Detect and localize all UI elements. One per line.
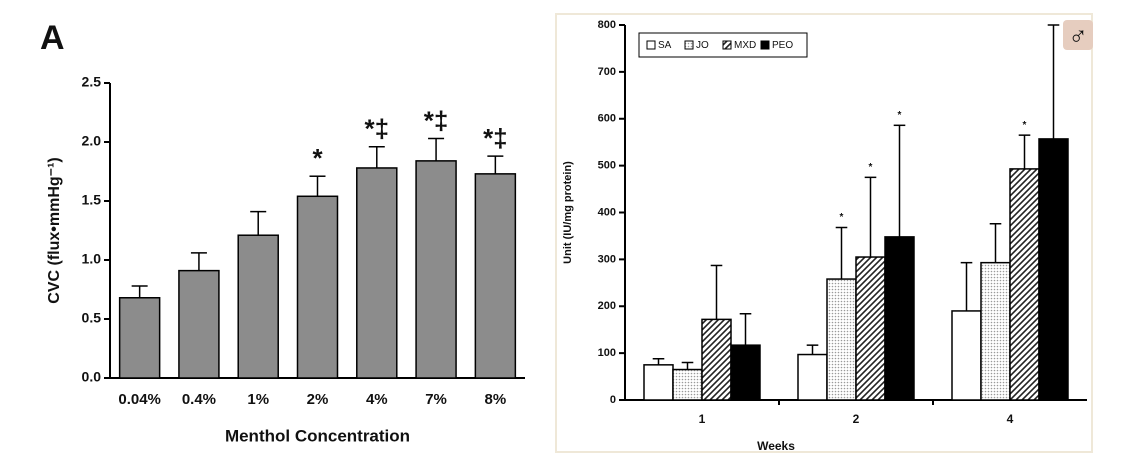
y-tick-label: 0 xyxy=(610,394,616,406)
bar xyxy=(797,353,828,401)
y-tick-label: 1.5 xyxy=(82,192,102,208)
bar xyxy=(415,160,457,379)
significance-marker: * xyxy=(1023,120,1027,131)
x-tick-label: 2% xyxy=(307,391,329,408)
legend-label: JO xyxy=(696,40,709,51)
bar xyxy=(474,173,517,379)
bar xyxy=(980,261,1011,401)
legend-label: PEO xyxy=(772,40,793,51)
x-tick-label: 0.4% xyxy=(182,391,216,408)
legend-label: SA xyxy=(658,40,672,51)
symbol: ♂ xyxy=(1068,20,1088,50)
bar xyxy=(855,256,886,401)
significance-marker: *‡ xyxy=(364,114,389,144)
x-tick-label: 7% xyxy=(425,391,447,408)
bar xyxy=(1009,168,1040,401)
y-tick-label: 200 xyxy=(598,300,616,312)
y-tick-label: 100 xyxy=(598,347,616,359)
bar xyxy=(826,278,857,401)
panel-label: A xyxy=(40,19,65,57)
bar xyxy=(730,344,761,401)
x-tick-label: 1% xyxy=(247,391,269,408)
symbol-badge xyxy=(1063,20,1093,50)
significance-marker: * xyxy=(869,162,873,173)
y-tick-label: 500 xyxy=(598,160,616,172)
bar xyxy=(884,236,915,401)
bar xyxy=(296,195,339,379)
y-tick-label: 700 xyxy=(598,66,616,78)
y-tick-label: 300 xyxy=(598,253,616,265)
y-tick-label: 2.0 xyxy=(82,133,102,149)
legend-swatch xyxy=(684,40,694,50)
significance-marker: *‡ xyxy=(424,105,449,135)
bar xyxy=(237,234,279,379)
x-axis-label: Menthol Concentration xyxy=(225,426,410,445)
bar xyxy=(701,318,732,401)
y-tick-label: 2.5 xyxy=(82,74,102,90)
legend-swatch xyxy=(646,40,656,50)
significance-marker: *‡ xyxy=(483,123,508,153)
significance-marker: * xyxy=(840,212,844,223)
y-tick-label: 1.0 xyxy=(82,251,102,267)
bar xyxy=(951,310,982,401)
bar xyxy=(356,167,398,379)
bar xyxy=(643,364,674,401)
y-axis-label: Unit (IU/mg protein) xyxy=(562,161,574,264)
significance-marker: * xyxy=(898,110,902,121)
legend-swatch xyxy=(722,40,732,50)
bar xyxy=(672,368,703,401)
y-axis-label: CVC (flux•mmHg⁻¹) xyxy=(46,157,63,303)
legend-swatch xyxy=(760,40,770,50)
y-tick-label: 0.5 xyxy=(82,310,102,326)
x-axis-label: Weeks xyxy=(757,439,795,453)
significance-marker: * xyxy=(312,143,323,173)
x-tick-label: 4 xyxy=(1007,412,1014,426)
y-tick-label: 400 xyxy=(598,206,616,218)
x-tick-label: 4% xyxy=(366,391,388,408)
bar xyxy=(1038,138,1069,401)
y-tick-label: 800 xyxy=(598,19,616,31)
bar xyxy=(178,269,220,379)
x-tick-label: 0.04% xyxy=(118,391,161,408)
legend-label: MXD xyxy=(734,40,756,51)
x-tick-label: 1 xyxy=(699,412,706,426)
x-tick-label: 2 xyxy=(853,412,860,426)
y-tick-label: 600 xyxy=(598,113,616,125)
y-tick-label: 0.0 xyxy=(82,369,102,385)
bar xyxy=(118,297,161,379)
x-tick-label: 8% xyxy=(485,391,507,408)
